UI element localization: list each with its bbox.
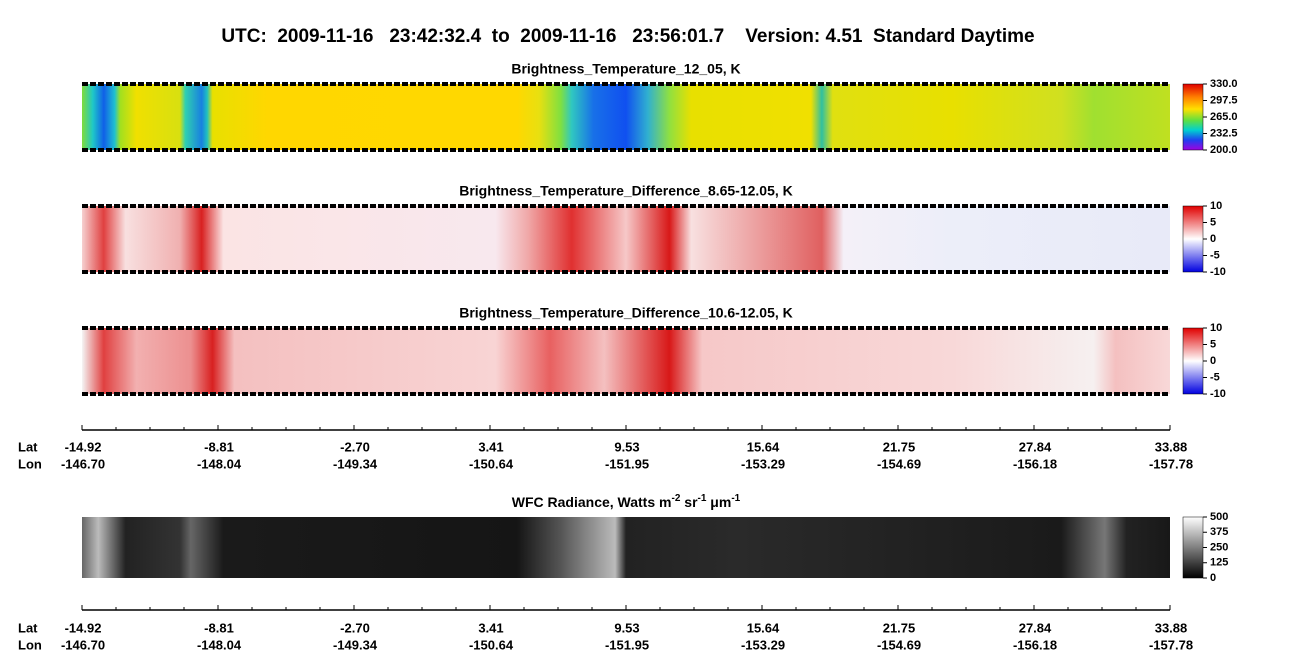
lat-tick-label: -14.92 xyxy=(65,620,102,635)
lat-tick-label: -2.70 xyxy=(340,620,370,635)
panel-title: Brightness_Temperature_Difference_10.6-1… xyxy=(459,305,793,321)
lat-tick-label: -2.70 xyxy=(340,439,370,454)
superscript: -1 xyxy=(731,493,740,504)
colorbar-label: 297.5 xyxy=(1210,94,1238,106)
lon-tick-label: -146.70 xyxy=(61,456,105,471)
colorbar-label: -5 xyxy=(1210,371,1220,383)
lon-label: Lon xyxy=(18,637,42,652)
lat-tick-label: 27.84 xyxy=(1019,439,1052,454)
superscript: -2 xyxy=(671,493,680,504)
colorbar-label: 375 xyxy=(1210,526,1228,538)
lon-tick-label: -154.69 xyxy=(877,637,921,652)
lon-tick-label: -148.04 xyxy=(197,637,242,652)
lat-tick-label: 15.64 xyxy=(747,439,780,454)
lat-tick-label: -8.81 xyxy=(204,439,234,454)
colorbar-label: -10 xyxy=(1210,266,1226,278)
lon-tick-label: -148.04 xyxy=(197,456,242,471)
colorbar-label: 232.5 xyxy=(1210,127,1238,139)
colorbar-label: 265.0 xyxy=(1210,111,1238,123)
colorbar-label: 5 xyxy=(1210,338,1216,350)
lon-tick-label: -151.95 xyxy=(605,637,649,652)
lon-tick-label: -150.64 xyxy=(469,637,514,652)
colorbar xyxy=(1182,83,1204,151)
lon-tick-label: -156.18 xyxy=(1013,456,1057,471)
lat-tick-label: 3.41 xyxy=(478,439,503,454)
superscript: -1 xyxy=(698,493,707,504)
lon-tick-label: -146.70 xyxy=(61,637,105,652)
colorbar-label: 330.0 xyxy=(1210,78,1238,90)
colorbar-label: 10 xyxy=(1210,322,1222,334)
colorbar-label: 125 xyxy=(1210,557,1228,569)
panel-title: Brightness_Temperature_12_05, K xyxy=(511,61,740,77)
image-strip xyxy=(82,206,1170,272)
lat-tick-label: -8.81 xyxy=(204,620,234,635)
colorbar-label: 500 xyxy=(1210,511,1228,523)
lon-tick-label: -157.78 xyxy=(1149,637,1193,652)
lat-tick-label: 33.88 xyxy=(1155,439,1188,454)
lat-tick-label: -14.92 xyxy=(65,439,102,454)
image-strip xyxy=(82,328,1170,394)
lon-tick-label: -154.69 xyxy=(877,456,921,471)
image-strip xyxy=(82,517,1170,578)
lon-tick-label: -156.18 xyxy=(1013,637,1057,652)
lon-label: Lon xyxy=(18,456,42,471)
colorbar-label: 200.0 xyxy=(1210,144,1238,156)
panel-title: WFC Radiance, Watts m-2 sr-1 μm-1 xyxy=(512,493,741,510)
colorbar xyxy=(1182,516,1204,579)
lat-tick-label: 15.64 xyxy=(747,620,780,635)
colorbar-label: -5 xyxy=(1210,249,1220,261)
lon-tick-label: -157.78 xyxy=(1149,456,1193,471)
lon-tick-label: -153.29 xyxy=(741,637,785,652)
colorbar-label: 5 xyxy=(1210,216,1216,228)
title-part: WFC Radiance, Watts m xyxy=(512,494,672,510)
lat-tick-label: 27.84 xyxy=(1019,620,1052,635)
colorbar xyxy=(1182,205,1204,273)
lat-tick-label: 33.88 xyxy=(1155,620,1188,635)
colorbar-label: 250 xyxy=(1210,541,1228,553)
lon-tick-label: -150.64 xyxy=(469,456,514,471)
colorbar xyxy=(1182,327,1204,395)
colorbar-label: 0 xyxy=(1210,572,1216,584)
colorbar-label: 0 xyxy=(1210,233,1216,245)
lon-tick-label: -149.34 xyxy=(333,456,378,471)
image-strip xyxy=(82,84,1170,150)
lat-tick-label: 21.75 xyxy=(883,439,916,454)
lon-tick-label: -153.29 xyxy=(741,456,785,471)
lat-tick-label: 21.75 xyxy=(883,620,916,635)
title: UTC: 2009-11-16 23:42:32.4 to 2009-11-16… xyxy=(221,26,1034,47)
colorbar-label: -10 xyxy=(1210,388,1226,400)
lat-label: Lat xyxy=(18,439,38,454)
lon-tick-label: -149.34 xyxy=(333,637,378,652)
lat-tick-label: 3.41 xyxy=(478,620,503,635)
lat-label: Lat xyxy=(18,620,38,635)
colorbar-label: 0 xyxy=(1210,355,1216,367)
title-part: μm xyxy=(706,494,731,510)
lon-tick-label: -151.95 xyxy=(605,456,649,471)
colorbar-label: 10 xyxy=(1210,200,1222,212)
lat-tick-label: 9.53 xyxy=(614,620,639,635)
lat-tick-label: 9.53 xyxy=(614,439,639,454)
panel-title: Brightness_Temperature_Difference_8.65-1… xyxy=(459,183,793,199)
title-part: sr xyxy=(680,494,698,510)
